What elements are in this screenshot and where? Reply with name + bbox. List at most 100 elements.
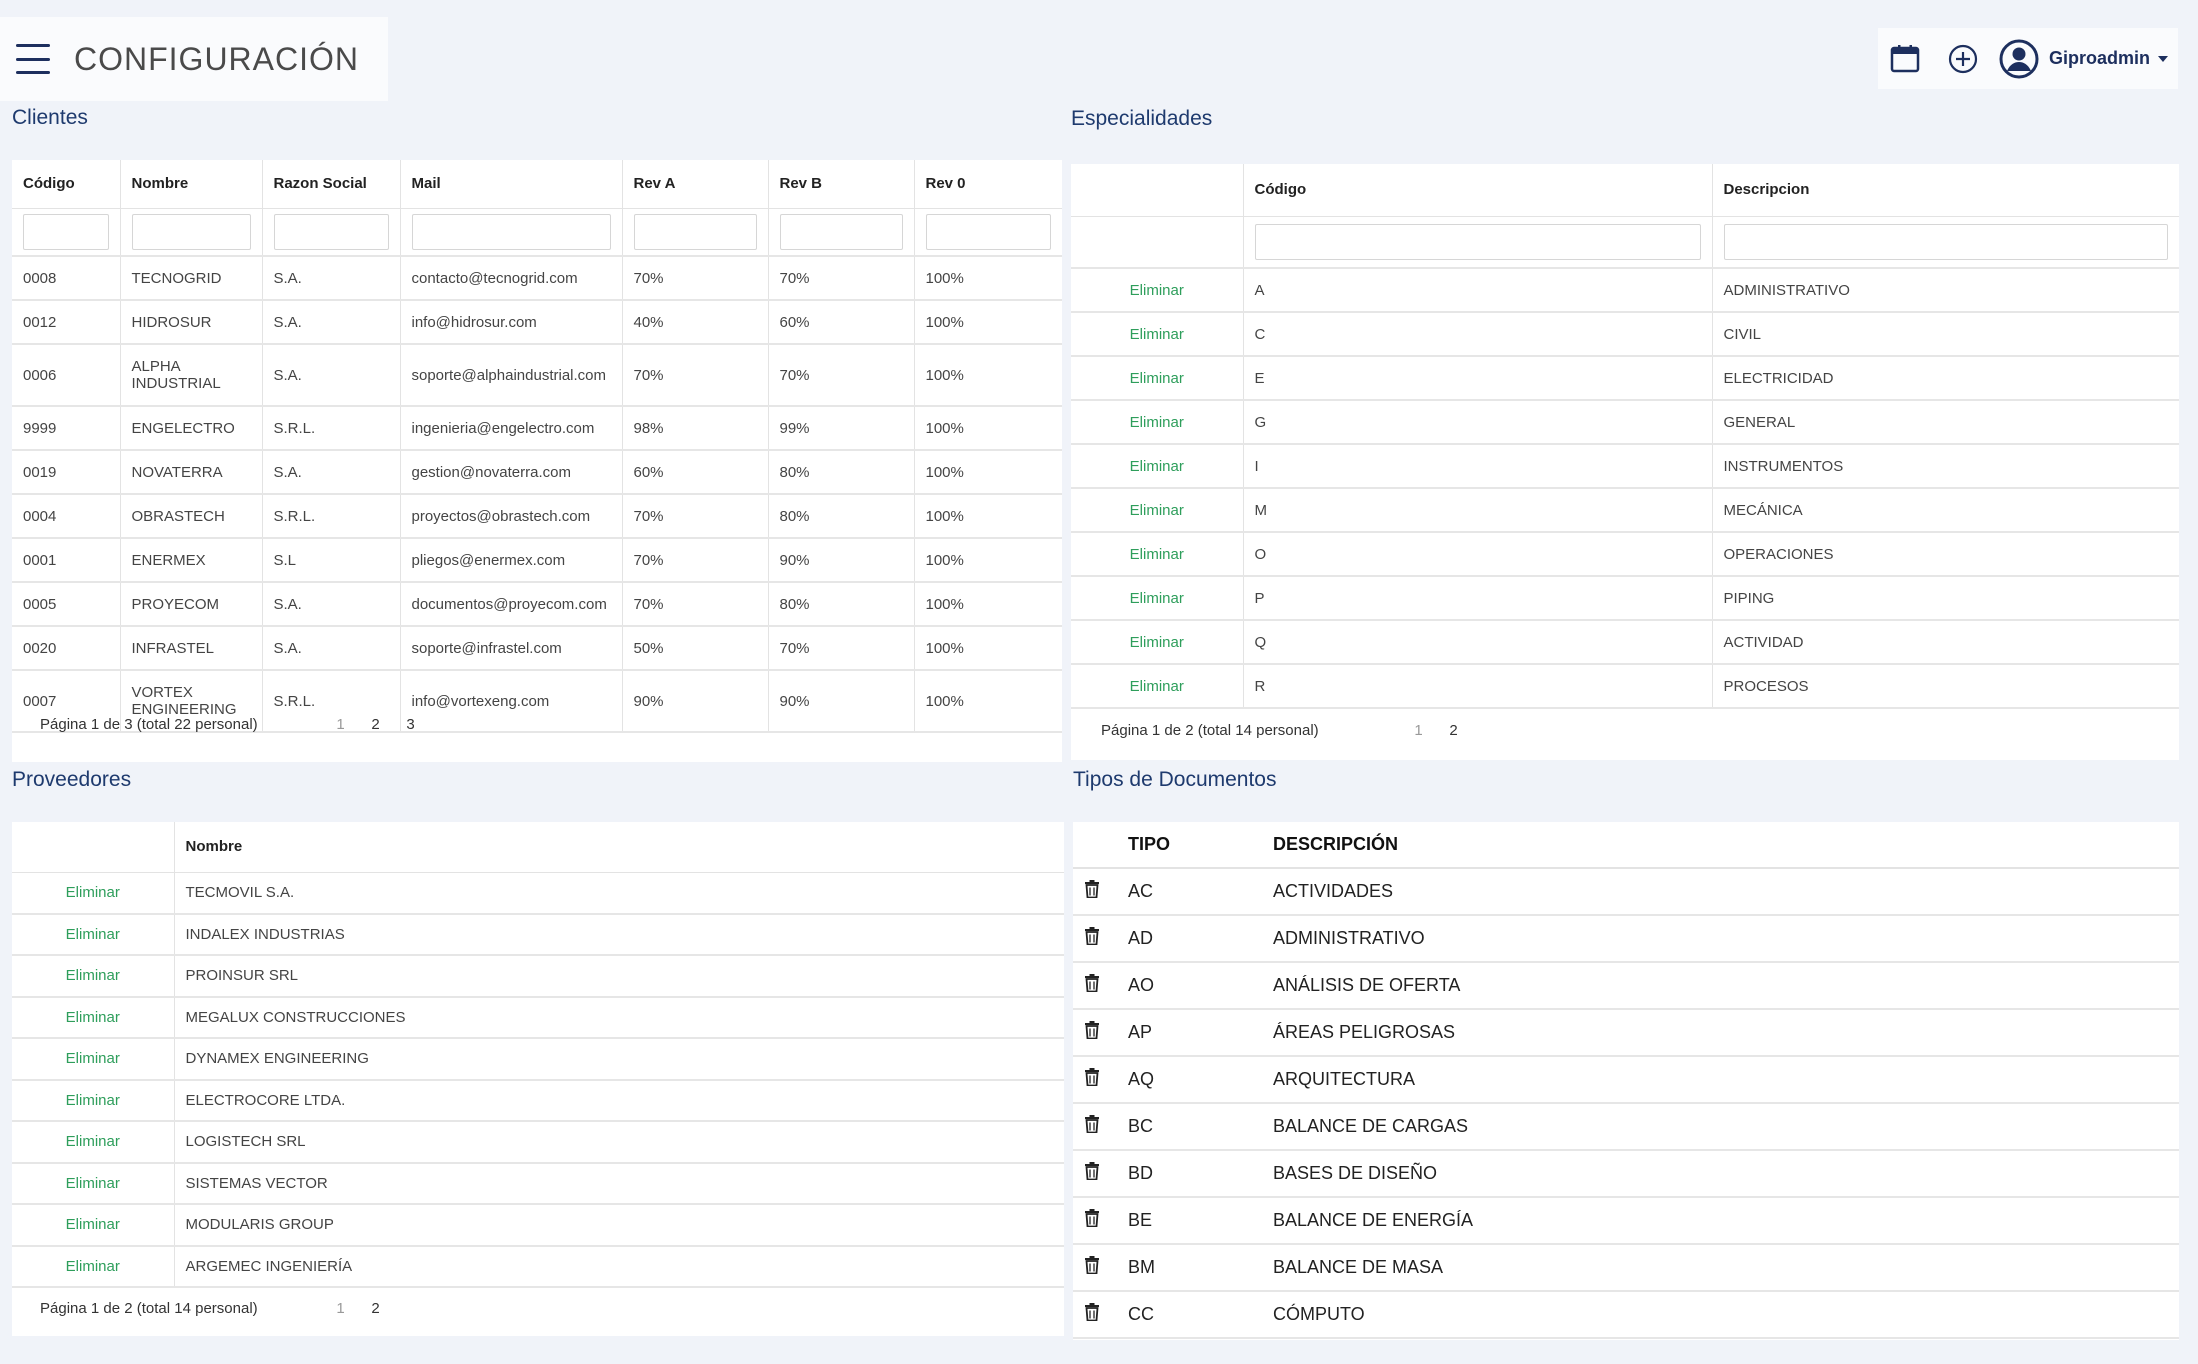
delete-link[interactable]: Eliminar: [12, 1121, 175, 1164]
table-row[interactable]: Eliminar I INSTRUMENTOS: [1071, 444, 2179, 489]
table-row[interactable]: 0001 ENERMEX S.L pliegos@enermex.com 70% 90% 1…: [12, 538, 1062, 583]
table-row[interactable]: Eliminar MEGALUX CONSTRUCCIONES: [12, 996, 1064, 1039]
trash-icon[interactable]: [1084, 1115, 1100, 1133]
table-row[interactable]: AC ACTIVIDADES: [1073, 868, 2179, 916]
delete-link[interactable]: Eliminar: [1071, 532, 1244, 577]
column-header[interactable]: Rev B: [768, 160, 915, 209]
table-row[interactable]: Eliminar Q ACTIVIDAD: [1071, 620, 2179, 665]
filter-input[interactable]: [131, 213, 251, 250]
table-row[interactable]: BE BALANCE DE ENERGÍA: [1073, 1197, 2179, 1245]
trash-icon[interactable]: [1084, 1162, 1100, 1180]
delete-link[interactable]: Eliminar: [12, 913, 175, 956]
column-header[interactable]: Código: [12, 160, 121, 209]
filter-input[interactable]: [1723, 223, 2168, 260]
table-row[interactable]: Eliminar DYNAMEX ENGINEERING: [12, 1038, 1064, 1081]
column-header[interactable]: Código: [1243, 164, 1713, 217]
table-row[interactable]: 0006 ALPHA INDUSTRIAL S.A. soporte@alphaind…: [12, 344, 1062, 407]
filter-input[interactable]: [925, 213, 1051, 250]
delete-link[interactable]: Eliminar: [1071, 664, 1244, 709]
table-row[interactable]: Eliminar LOGISTECH SRL: [12, 1121, 1064, 1164]
column-header[interactable]: [12, 822, 175, 873]
column-header[interactable]: Rev 0: [914, 160, 1062, 209]
table-row[interactable]: Eliminar O OPERACIONES: [1071, 532, 2179, 577]
trash-icon[interactable]: [1084, 1303, 1100, 1321]
table-row[interactable]: Eliminar G GENERAL: [1071, 400, 2179, 445]
table-row[interactable]: Eliminar SISTEMAS VECTOR: [12, 1162, 1064, 1205]
column-header[interactable]: Razon Social: [262, 160, 401, 209]
table-row[interactable]: 0005 PROYECOM S.A. documentos@proyecom.com 7…: [12, 582, 1062, 627]
table-row[interactable]: Eliminar ELECTROCORE LTDA.: [12, 1079, 1064, 1122]
trash-icon[interactable]: [1084, 1256, 1100, 1274]
filter-input[interactable]: [1254, 223, 1701, 260]
delete-link[interactable]: Eliminar: [12, 1079, 175, 1122]
table-row[interactable]: BD BASES DE DISEÑO: [1073, 1150, 2179, 1198]
table-row[interactable]: 0004 OBRASTECH S.R.L. proyectos@obrastech.c…: [12, 494, 1062, 539]
delete-link[interactable]: Eliminar: [12, 872, 175, 915]
trash-icon[interactable]: [1084, 880, 1100, 898]
table-row[interactable]: Eliminar R PROCESOS: [1071, 664, 2179, 709]
filter-input[interactable]: [23, 213, 109, 250]
column-header[interactable]: Descripcion: [1712, 164, 2179, 217]
table-row[interactable]: 0012 HIDROSUR S.A. info@hidrosur.com 40% 60% 1…: [12, 300, 1062, 345]
table-row[interactable]: AP ÁREAS PELIGROSAS: [1073, 1009, 2179, 1057]
delete-link[interactable]: Eliminar: [12, 1038, 175, 1081]
table-row[interactable]: Eliminar INDALEX INDUSTRIAS: [12, 913, 1064, 956]
table-row[interactable]: Eliminar PROINSUR SRL: [12, 955, 1064, 998]
table-row[interactable]: Eliminar M MECÁNICA: [1071, 488, 2179, 533]
table-row[interactable]: Eliminar ARGEMEC INGENIERÍA: [12, 1245, 1064, 1288]
page-link[interactable]: 2: [371, 1300, 380, 1317]
column-header[interactable]: [1071, 164, 1244, 217]
delete-link[interactable]: Eliminar: [12, 1204, 175, 1247]
table-row[interactable]: 0019 NOVATERRA S.A. gestion@novaterra.com 60…: [12, 450, 1062, 495]
delete-link[interactable]: Eliminar: [1071, 488, 1244, 533]
calendar-icon[interactable]: [1883, 37, 1927, 81]
delete-link[interactable]: Eliminar: [1071, 620, 1244, 665]
hamburger-icon[interactable]: [16, 44, 50, 74]
page-link[interactable]: 3: [406, 716, 415, 733]
trash-icon[interactable]: [1084, 974, 1100, 992]
column-header[interactable]: Mail: [400, 160, 623, 209]
table-row[interactable]: 9999 ENGELECTRO S.R.L. ingenieria@engelectr…: [12, 406, 1062, 451]
delete-link[interactable]: Eliminar: [1071, 312, 1244, 357]
trash-icon[interactable]: [1084, 927, 1100, 945]
table-row[interactable]: 0007 VORTEX ENGINEERING S.R.L. info@vortexe…: [12, 670, 1062, 733]
table-row[interactable]: AD ADMINISTRATIVO: [1073, 915, 2179, 963]
trash-icon[interactable]: [1084, 1021, 1100, 1039]
filter-input[interactable]: [779, 213, 903, 250]
delete-link[interactable]: Eliminar: [12, 996, 175, 1039]
table-row[interactable]: AO ANÁLISIS DE OFERTA: [1073, 962, 2179, 1010]
filter-input[interactable]: [633, 213, 757, 250]
page-link[interactable]: 1: [336, 716, 345, 733]
table-row[interactable]: Eliminar C CIVIL: [1071, 312, 2179, 357]
table-row[interactable]: Eliminar A ADMINISTRATIVO: [1071, 268, 2179, 313]
filter-input[interactable]: [273, 213, 389, 250]
table-row[interactable]: Eliminar MODULARIS GROUP: [12, 1204, 1064, 1247]
table-row[interactable]: BC BALANCE DE CARGAS: [1073, 1103, 2179, 1151]
delete-link[interactable]: Eliminar: [1071, 444, 1244, 489]
delete-link[interactable]: Eliminar: [1071, 268, 1244, 313]
delete-link[interactable]: Eliminar: [12, 955, 175, 998]
column-header[interactable]: Nombre: [120, 160, 263, 209]
trash-icon[interactable]: [1084, 1209, 1100, 1227]
table-row[interactable]: 0008 TECNOGRID S.A. contacto@tecnogrid.com 7…: [12, 256, 1062, 301]
column-header[interactable]: DESCRIPCIÓN: [1262, 822, 2179, 869]
page-link[interactable]: 2: [1449, 722, 1458, 739]
plus-circle-icon[interactable]: [1941, 37, 1985, 81]
delete-link[interactable]: Eliminar: [12, 1245, 175, 1288]
column-header[interactable]: Nombre: [174, 822, 1064, 873]
filter-input[interactable]: [411, 213, 611, 250]
user-menu[interactable]: Giproadmin: [1999, 39, 2169, 79]
table-row[interactable]: BM BALANCE DE MASA: [1073, 1244, 2179, 1292]
page-link[interactable]: 1: [1414, 722, 1423, 739]
table-row[interactable]: CC CÓMPUTO: [1073, 1291, 2179, 1339]
table-row[interactable]: Eliminar TECMOVIL S.A.: [12, 872, 1064, 915]
delete-link[interactable]: Eliminar: [1071, 356, 1244, 401]
page-link[interactable]: 2: [371, 716, 380, 733]
table-row[interactable]: Eliminar P PIPING: [1071, 576, 2179, 621]
page-link[interactable]: 1: [336, 1300, 345, 1317]
delete-link[interactable]: Eliminar: [12, 1162, 175, 1205]
delete-link[interactable]: Eliminar: [1071, 576, 1244, 621]
column-header[interactable]: Rev A: [622, 160, 769, 209]
delete-link[interactable]: Eliminar: [1071, 400, 1244, 445]
column-header[interactable]: TIPO: [1117, 822, 1262, 869]
